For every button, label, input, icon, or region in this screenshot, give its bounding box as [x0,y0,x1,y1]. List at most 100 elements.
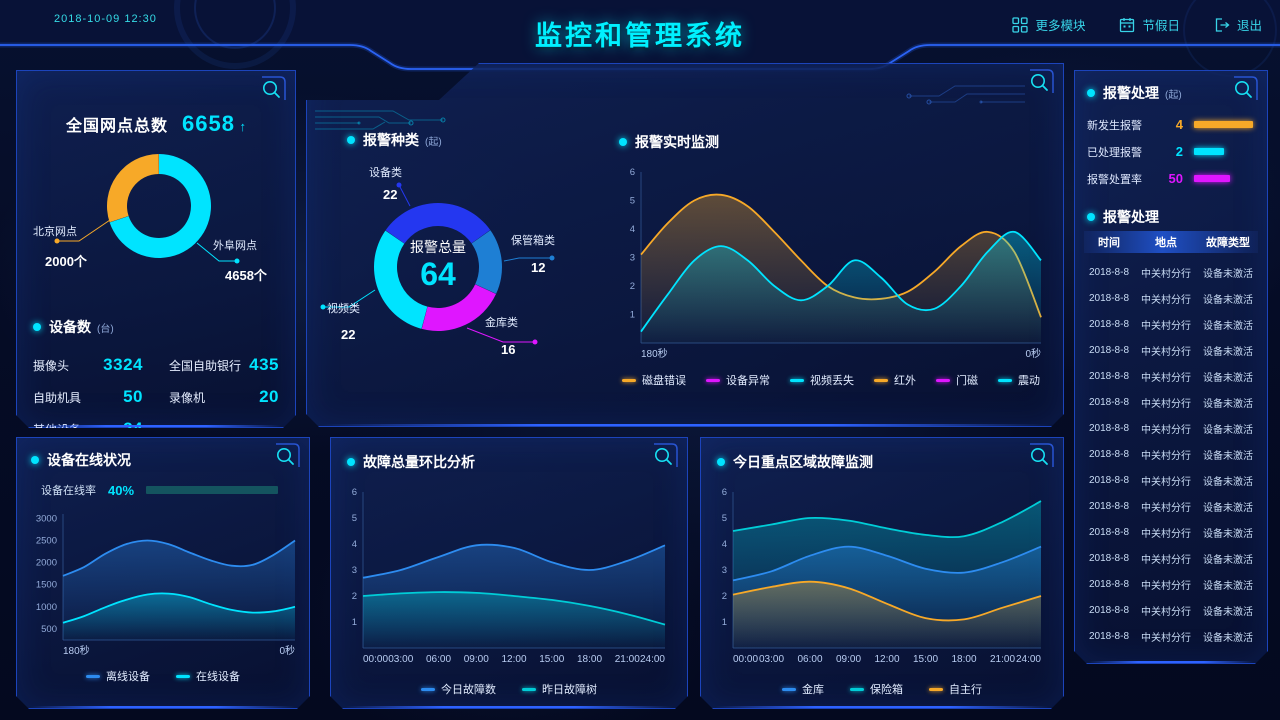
svg-text:6: 6 [630,167,635,178]
svg-text:4: 4 [352,539,357,550]
bullet-icon [1087,89,1095,97]
donut-value: 22 [341,327,356,342]
svg-text:06:00: 06:00 [426,654,451,665]
alarm-process-title: 报警处理 (起) [1087,83,1182,103]
svg-text:500: 500 [41,624,57,635]
donut-label: 设备类 [369,167,402,179]
legend-item: 自主行 [929,681,982,697]
bullet-icon [619,138,627,146]
nav-more-modules[interactable]: 更多模块 [1012,15,1085,34]
nav-label: 退出 [1236,19,1262,33]
magnifier-icon [258,76,288,104]
zoom-button[interactable] [1026,69,1056,97]
svg-text:00:00: 00:00 [733,654,758,665]
device-count-section: 设备数 (台) 摄像头 3324 全国自助银行 435 自助机具 50 录像机 20 其他设备 24 [33,317,279,439]
table-header-cell: 地点 [1155,237,1177,249]
svg-text:00:00: 00:00 [363,654,388,665]
svg-text:24:00: 24:00 [1016,654,1041,665]
table-row: 2018-8-8 中关村分行 设备未激活 [1088,552,1253,566]
table-row: 2018-8-8 中关村分行 设备未激活 [1088,422,1253,436]
zoom-button[interactable] [650,443,680,471]
magnifier-icon [1026,443,1056,471]
alarm-process-bar: 新发生报警 4 [1079,111,1261,138]
alarm-realtime-title: 报警实时监测 [619,132,719,152]
rate-label: 设备在线率 [41,485,96,497]
svg-text:2500: 2500 [36,536,57,547]
svg-text:2: 2 [630,281,635,292]
bullet-icon [31,456,39,464]
donut-value: 16 [501,342,516,357]
up-arrow-icon: ↑ [239,119,246,134]
header-nav: 更多模块 节假日 退出 [1012,15,1262,34]
online-legend: 离线设备 在线设备 [17,668,309,684]
bullet-icon [347,458,355,466]
legend-item: 今日故障数 [421,681,496,697]
table-row: 2018-8-8 中关村分行 设备未激活 [1088,292,1253,306]
svg-text:2: 2 [352,591,357,602]
calendar-icon [1120,17,1135,32]
table-row: 2018-8-8 中关村分行 设备未激活 [1088,474,1253,488]
svg-text:24:00: 24:00 [640,654,665,665]
svg-text:1: 1 [630,310,635,321]
device-section-title: 设备数 (台) [33,317,279,337]
online-rate: 设备在线率 40% [41,482,278,498]
table-header-cell: 时间 [1098,237,1120,249]
device-stat: 录像机 20 [169,387,279,406]
legend-item: 震动 [998,372,1040,388]
region-title: 今日重点区域故障监测 [717,452,873,472]
nav-logout[interactable]: 退出 [1214,15,1262,34]
legend-item: 磁盘错误 [622,372,686,388]
table-row: 2018-8-8 中关村分行 设备未激活 [1088,500,1253,514]
svg-text:0秒: 0秒 [1025,347,1041,360]
realtime-legend: 磁盘错误 设备异常 视频丢失 红外 门磁 震动 [607,372,1055,388]
legend-item: 门磁 [936,372,978,388]
svg-text:09:00: 09:00 [464,654,489,665]
online-title: 设备在线状况 [31,450,131,470]
fault-analysis-chart: 1 2 3 4 5 6 00:00 03:00 06:00 09:00 12:00 15:00 18:0… [337,484,681,674]
legend-item: 金库 [782,681,824,697]
svg-text:03:00: 03:00 [759,654,784,665]
panel-national-network: 全国网点总数 6658 ↑ 北京网点 2000个 外阜网点 4658个 设备数 (台… [16,70,296,428]
device-online-chart: 500 1000 1500 2000 2500 3000 180秒 0秒 [21,508,307,660]
svg-text:21:00: 21:00 [615,654,640,665]
device-stats-grid: 摄像头 3324 全国自助银行 435 自助机具 50 录像机 20 其他设备 24 [33,355,279,439]
svg-text:6: 6 [722,487,727,498]
svg-text:5: 5 [722,513,727,524]
panel-alarm-overview: 报警种类 (起) 报警总量 64 设备类 22 保管箱类 12 金库类 16 视频… [306,63,1064,427]
legend-item: 设备异常 [706,372,770,388]
magnifier-icon [650,443,680,471]
table-body: 2018-8-8 中关村分行 设备未激活 2018-8-8 中关村分行 设备未激活 2018… [1084,259,1258,649]
bullet-icon [1087,213,1095,221]
zoom-button[interactable] [258,76,288,104]
nav-holiday[interactable]: 节假日 [1119,15,1180,34]
table-row: 2018-8-8 中关村分行 设备未激活 [1088,578,1253,592]
device-stat: 其他设备 24 [33,419,143,438]
svg-text:1: 1 [352,617,357,628]
table-row: 2018-8-8 中关村分行 设备未激活 [1088,318,1253,332]
table-header-cell: 故障类型 [1206,237,1250,249]
svg-text:15:00: 15:00 [913,654,938,665]
magnifier-icon [1230,76,1260,104]
table-row: 2018-8-8 中关村分行 设备未激活 [1088,604,1253,618]
alarm-type-donut-chart [307,159,607,414]
modules-grid-icon [1012,16,1029,33]
svg-text:12:00: 12:00 [874,654,899,665]
alarm-process-bars: 新发生报警 4 已处理报警 2 报警处置率 50 [1079,111,1261,192]
panel-device-online: 设备在线状况 设备在线率 40% 500 1000 1500 2000 2500 3000… [16,437,310,709]
donut-value: 22 [383,187,398,202]
header-datetime: 2018-10-09 12:30 [54,13,157,25]
zoom-button[interactable] [1026,443,1056,471]
zoom-button[interactable] [272,443,302,471]
svg-text:4: 4 [630,224,635,235]
legend-item: 昨日故障树 [522,681,597,697]
alarm-type-title: 报警种类 (起) [347,130,442,150]
device-stat: 摄像头 3324 [33,355,143,374]
svg-text:06:00: 06:00 [797,654,822,665]
table-row: 2018-8-8 中关村分行 设备未激活 [1088,396,1253,410]
donut-label: 北京网点 [33,226,77,238]
svg-text:3: 3 [352,565,357,576]
svg-text:15:00: 15:00 [539,654,564,665]
zoom-button[interactable] [1230,76,1260,104]
svg-text:0秒: 0秒 [279,644,295,657]
